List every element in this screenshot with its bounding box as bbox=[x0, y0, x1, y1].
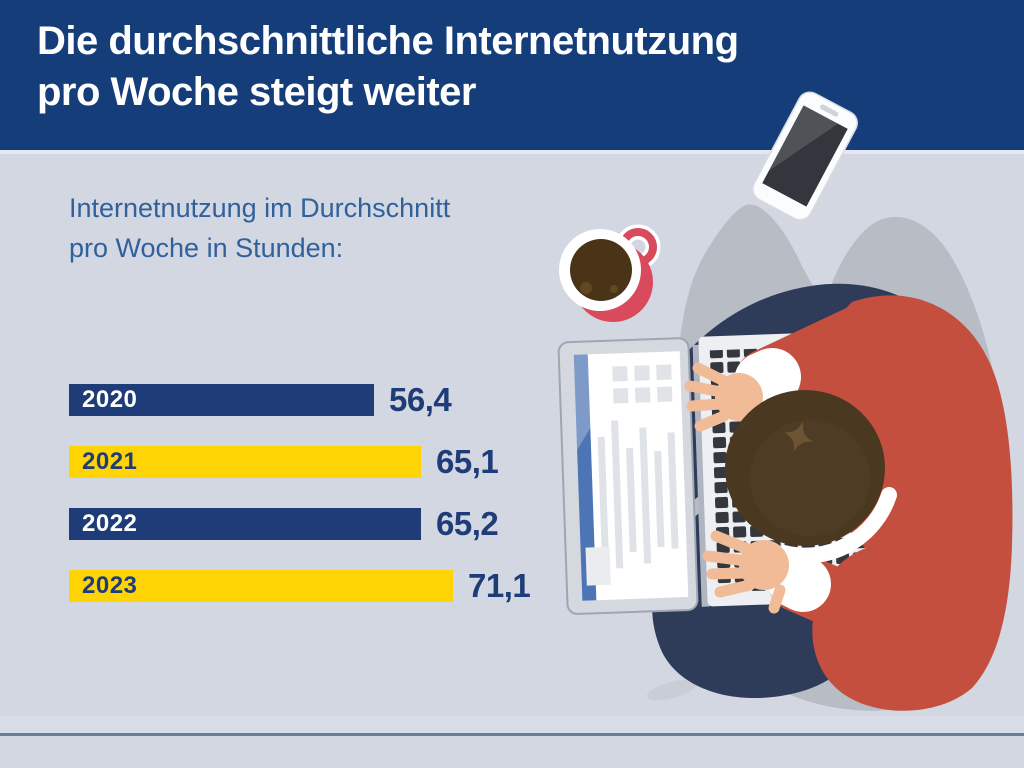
bar-2020: 2020 bbox=[69, 384, 374, 416]
footer-divider-line bbox=[0, 733, 1024, 736]
hand-lower bbox=[702, 530, 789, 614]
header-band: Die durchschnittliche Internetnutzung pr… bbox=[0, 0, 1024, 150]
bar-year-label: 2020 bbox=[82, 386, 138, 413]
bar-value-label: 65,1 bbox=[436, 443, 499, 480]
hand-upper bbox=[684, 362, 763, 442]
bar-value-label: 65,2 bbox=[436, 505, 499, 542]
header-separator bbox=[0, 150, 1024, 154]
floor-shadow bbox=[677, 204, 1006, 711]
bar-year-label: 2023 bbox=[82, 572, 138, 599]
page-title: Die durchschnittliche Internetnutzung pr… bbox=[0, 0, 1024, 118]
arm-lower-sleeve bbox=[768, 552, 906, 646]
arm-upper-cuff bbox=[734, 348, 801, 410]
chart-subtitle-line2: pro Woche in Stunden: bbox=[69, 233, 344, 263]
leg-lower bbox=[652, 508, 863, 699]
bar-value-label: 56,4 bbox=[389, 381, 452, 418]
footer-band bbox=[0, 716, 1024, 733]
hair-cowlick bbox=[784, 421, 814, 452]
shoe-sole bbox=[646, 679, 698, 701]
coffee-cup bbox=[559, 224, 661, 322]
bar-chart: 2020 56,4 2021 65,1 2022 65,2 2023 71,1 bbox=[69, 381, 531, 632]
page-title-line1: Die durchschnittliche Internetnutzung bbox=[37, 19, 739, 63]
bar-year-label: 2022 bbox=[82, 510, 138, 537]
bar-2021: 2021 bbox=[69, 446, 421, 478]
laptop-keyboard bbox=[692, 330, 883, 607]
leg-thigh bbox=[622, 283, 946, 508]
person-body bbox=[811, 295, 1013, 711]
bar-row: 2022 65,2 bbox=[69, 505, 530, 542]
arm-upper-sleeve bbox=[735, 301, 899, 411]
person-head bbox=[725, 390, 885, 546]
chart-subtitle-line1: Internetnutzung im Durchschnitt bbox=[69, 193, 451, 223]
bar-value-label: 71,1 bbox=[468, 567, 531, 604]
bar-row: 2020 56,4 bbox=[69, 381, 530, 418]
bar-year-label: 2021 bbox=[82, 448, 138, 475]
page-title-line2: pro Woche steigt weiter bbox=[37, 70, 476, 114]
arm-lower-cuff bbox=[767, 552, 831, 612]
bar-2023: 2023 bbox=[69, 570, 453, 602]
chart-subtitle: Internetnutzung im Durchschnitt pro Woch… bbox=[69, 188, 450, 268]
collar bbox=[776, 487, 897, 564]
bar-row: 2023 71,1 bbox=[69, 567, 531, 604]
bar-row: 2021 65,1 bbox=[69, 443, 530, 480]
laptop-screen bbox=[557, 337, 699, 615]
bar-2022: 2022 bbox=[69, 508, 421, 540]
